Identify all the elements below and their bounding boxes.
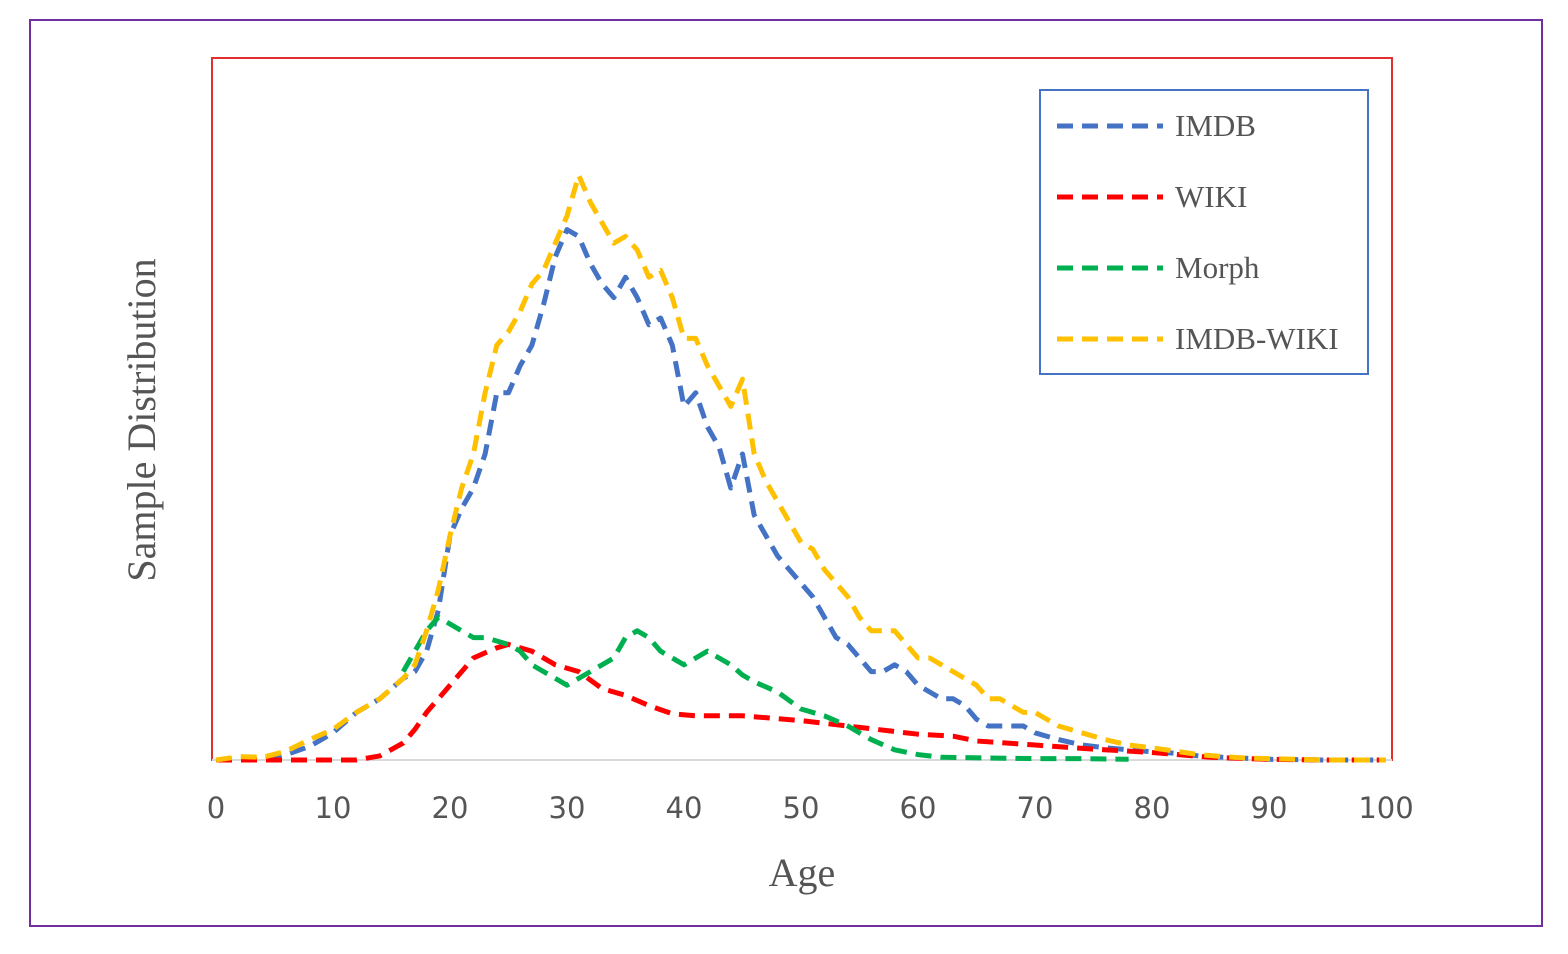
legend-label: WIKI	[1175, 179, 1247, 214]
x-tick-label: 70	[1017, 791, 1054, 825]
series-layer	[215, 172, 1386, 763]
x-tick-label: 40	[666, 791, 703, 825]
x-tick-label: 80	[1134, 791, 1171, 825]
legend-label: Morph	[1175, 250, 1260, 285]
x-tick-label: 30	[549, 791, 586, 825]
x-tick-label: 10	[315, 791, 352, 825]
series-line-morph	[401, 614, 1129, 762]
series-line-imdb-wiki	[215, 172, 1386, 763]
series-line-wiki	[216, 641, 1386, 763]
legend-label: IMDB	[1175, 108, 1256, 143]
legend-label: IMDB-WIKI	[1175, 321, 1339, 356]
x-tick-label: 100	[1358, 791, 1413, 825]
legend-box	[1039, 89, 1369, 375]
x-tick-label: 0	[207, 791, 225, 825]
x-tick-label: 50	[783, 791, 820, 825]
x-tick-label: 60	[900, 791, 937, 825]
x-tick-label: 90	[1251, 791, 1288, 825]
legend-entries: IMDB WIKI Morph IMDB-WIKI	[1057, 108, 1339, 356]
x-axis-label: Age	[769, 850, 836, 895]
y-axis-label: Sample Distribution	[119, 258, 164, 581]
x-tick-labels: 0 10 20 30 40 50 60 70 80 90 100	[207, 791, 1414, 825]
x-tick-label: 20	[432, 791, 469, 825]
legend: IMDB WIKI Morph IMDB-WIKI	[1039, 89, 1369, 375]
series-line-imdb	[216, 227, 1386, 763]
